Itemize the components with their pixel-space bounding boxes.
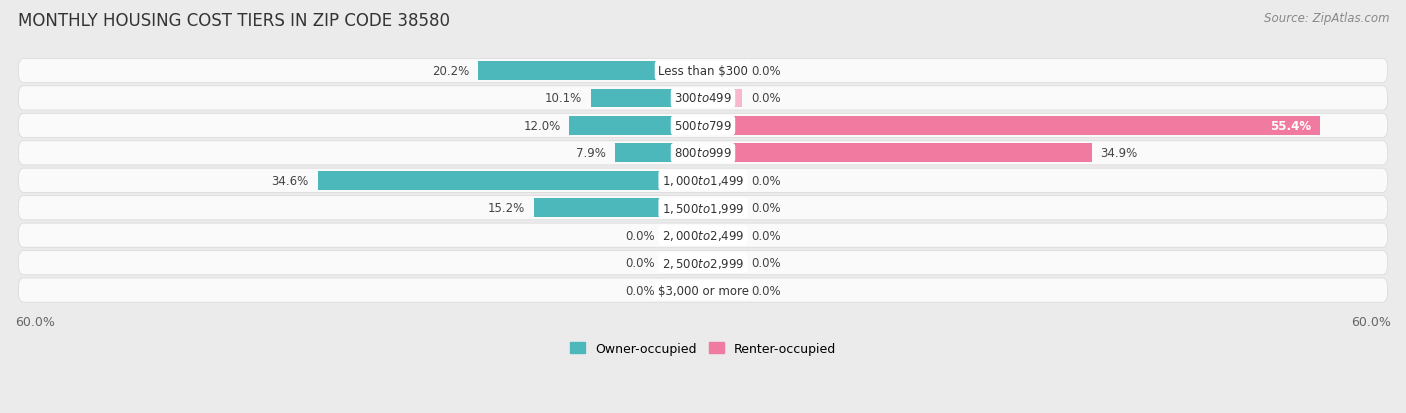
- Text: 0.0%: 0.0%: [751, 229, 780, 242]
- Text: 0.0%: 0.0%: [751, 174, 780, 188]
- Bar: [664, 254, 703, 272]
- FancyBboxPatch shape: [18, 223, 1388, 248]
- Text: 34.6%: 34.6%: [271, 174, 309, 188]
- Text: 0.0%: 0.0%: [751, 202, 780, 215]
- Text: 0.0%: 0.0%: [626, 284, 655, 297]
- Bar: [478, 62, 703, 81]
- Bar: [569, 117, 703, 135]
- Bar: [703, 62, 742, 81]
- Bar: [534, 199, 703, 218]
- Bar: [703, 171, 742, 190]
- Text: 12.0%: 12.0%: [523, 120, 561, 133]
- Text: MONTHLY HOUSING COST TIERS IN ZIP CODE 38580: MONTHLY HOUSING COST TIERS IN ZIP CODE 3…: [18, 12, 450, 30]
- Bar: [591, 89, 703, 108]
- Text: $3,000 or more: $3,000 or more: [658, 284, 748, 297]
- FancyBboxPatch shape: [18, 169, 1388, 193]
- Bar: [703, 117, 1320, 135]
- FancyBboxPatch shape: [18, 141, 1388, 166]
- FancyBboxPatch shape: [18, 114, 1388, 138]
- Text: 0.0%: 0.0%: [751, 65, 780, 78]
- Text: Source: ZipAtlas.com: Source: ZipAtlas.com: [1264, 12, 1389, 25]
- Text: 0.0%: 0.0%: [751, 284, 780, 297]
- Bar: [703, 281, 742, 300]
- Text: 34.9%: 34.9%: [1101, 147, 1137, 160]
- Bar: [664, 281, 703, 300]
- Text: 20.2%: 20.2%: [432, 65, 470, 78]
- Text: $500 to $799: $500 to $799: [673, 120, 733, 133]
- Text: $300 to $499: $300 to $499: [673, 92, 733, 105]
- Bar: [703, 199, 742, 218]
- FancyBboxPatch shape: [18, 196, 1388, 220]
- Bar: [664, 226, 703, 245]
- FancyBboxPatch shape: [18, 59, 1388, 83]
- Text: 15.2%: 15.2%: [488, 202, 524, 215]
- Text: 0.0%: 0.0%: [751, 256, 780, 269]
- Bar: [703, 144, 1091, 163]
- Bar: [318, 171, 703, 190]
- Bar: [703, 254, 742, 272]
- Text: $1,000 to $1,499: $1,000 to $1,499: [662, 174, 744, 188]
- Bar: [614, 144, 703, 163]
- Text: $1,500 to $1,999: $1,500 to $1,999: [662, 201, 744, 215]
- Text: 10.1%: 10.1%: [544, 92, 582, 105]
- FancyBboxPatch shape: [18, 87, 1388, 111]
- Text: Less than $300: Less than $300: [658, 65, 748, 78]
- Text: $800 to $999: $800 to $999: [673, 147, 733, 160]
- Legend: Owner-occupied, Renter-occupied: Owner-occupied, Renter-occupied: [565, 337, 841, 360]
- FancyBboxPatch shape: [18, 278, 1388, 302]
- Text: $2,500 to $2,999: $2,500 to $2,999: [662, 256, 744, 270]
- Bar: [703, 89, 742, 108]
- Text: 0.0%: 0.0%: [751, 92, 780, 105]
- Text: 7.9%: 7.9%: [576, 147, 606, 160]
- Text: 0.0%: 0.0%: [626, 256, 655, 269]
- Text: $2,000 to $2,499: $2,000 to $2,499: [662, 229, 744, 242]
- Bar: [703, 226, 742, 245]
- FancyBboxPatch shape: [18, 251, 1388, 275]
- Text: 0.0%: 0.0%: [626, 229, 655, 242]
- Text: 55.4%: 55.4%: [1270, 120, 1310, 133]
